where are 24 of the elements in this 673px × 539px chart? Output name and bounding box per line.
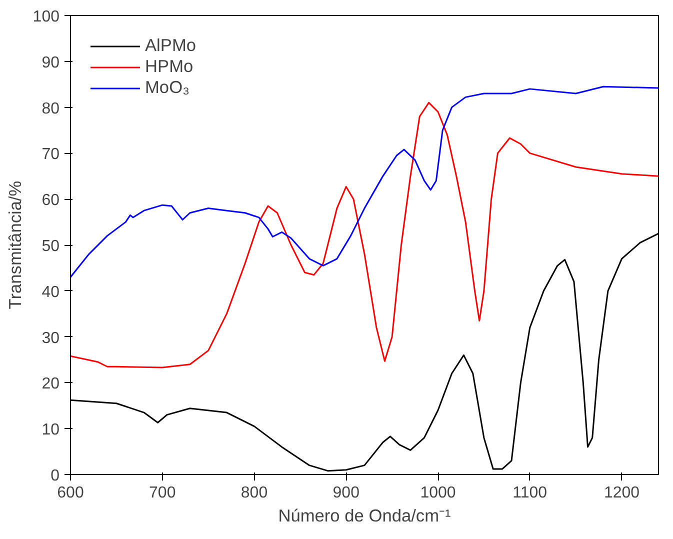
x-tick-label: 1100: [512, 484, 548, 502]
legend-label: HPMo: [145, 56, 194, 77]
y-tick-label: 0: [50, 468, 60, 484]
y-tick-label: 60: [42, 192, 60, 210]
x-tick-label: 1200: [604, 484, 640, 502]
y-tick-label: 100: [32, 8, 60, 26]
y-tick-label: 50: [42, 238, 60, 255]
y-tick-label: 10: [42, 422, 60, 439]
legend-label: MoO₃: [145, 77, 190, 98]
y-tick-label: 70: [42, 146, 60, 164]
y-tick-label: 40: [42, 284, 60, 301]
x-tick-label: 900: [332, 484, 360, 502]
x-axis-title: Número de Onda/cm⁻¹: [278, 506, 452, 526]
x-tick-label: 600: [57, 484, 84, 502]
x-tick-label: 1000: [420, 484, 456, 502]
y-axis-title: Transmitância/%: [4, 180, 25, 310]
line-series: [70, 102, 658, 368]
y-tick-label: 30: [42, 330, 60, 347]
legend-label: AlPMo: [145, 35, 196, 56]
y-tick-label: 90: [42, 54, 60, 72]
x-tick-label: 700: [149, 484, 176, 502]
x-tick-label: 800: [240, 484, 268, 502]
y-tick-label: 20: [42, 376, 60, 393]
y-tick-label: 80: [42, 100, 60, 118]
